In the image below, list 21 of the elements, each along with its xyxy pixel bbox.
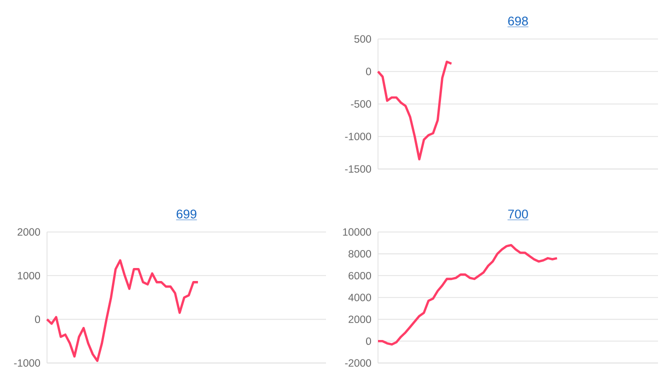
chart-title: 699 [176, 210, 196, 218]
y-tick-label: 0 [366, 337, 372, 345]
y-tick-label: -1500 [345, 165, 372, 173]
y-tick-label: -2000 [345, 359, 372, 367]
y-tick-label: 8000 [348, 250, 372, 258]
line-series [46, 259, 200, 362]
y-tick-label: -1000 [14, 359, 40, 367]
y-tick-label: 500 [354, 35, 372, 43]
y-tick-label: 10000 [343, 228, 372, 236]
y-tick-label: 1000 [18, 272, 40, 280]
y-tick-label: 2000 [348, 316, 372, 324]
y-tick-label: 4000 [348, 294, 372, 302]
y-tick-label: -1000 [345, 132, 372, 140]
line-series [376, 60, 453, 160]
y-tick-label: 6000 [348, 272, 372, 280]
chart-title: 700 [508, 210, 528, 218]
y-tick-label: 2000 [18, 228, 40, 236]
y-tick-label: -500 [350, 100, 372, 108]
y-tick-label: 0 [35, 316, 40, 324]
y-tick-label: 0 [366, 68, 372, 76]
chart-title: 698 [508, 16, 528, 26]
